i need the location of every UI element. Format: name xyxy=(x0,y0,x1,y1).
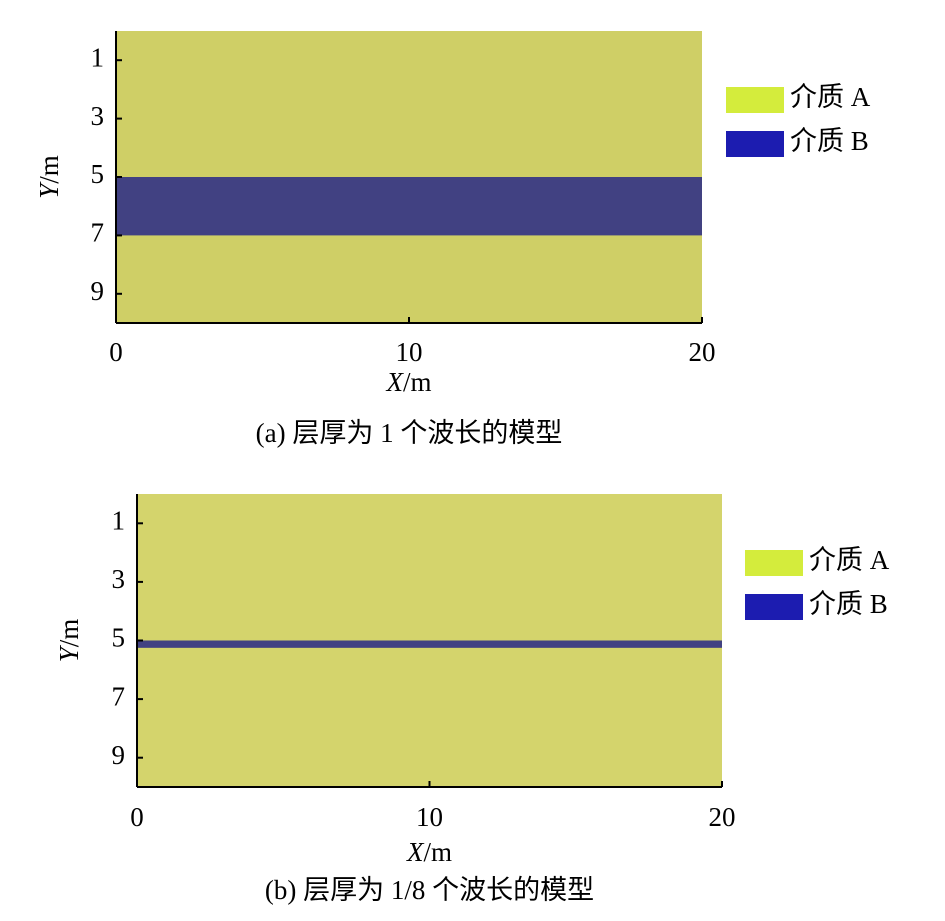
y-tick-label: 5 xyxy=(91,159,105,189)
y-axis-label: Y/m xyxy=(54,619,84,663)
y-tick-label: 3 xyxy=(91,101,105,131)
x-tick-label: 0 xyxy=(130,802,144,832)
y-tick-label: 1 xyxy=(91,42,105,72)
y-tick-label: 7 xyxy=(112,681,126,711)
layer xyxy=(137,640,722,648)
y-tick-label: 5 xyxy=(112,623,126,653)
x-tick-label: 20 xyxy=(689,337,716,367)
y-tick-label: 9 xyxy=(112,740,126,770)
caption: (a) 层厚为 1 个波长的模型 xyxy=(256,418,563,448)
layer xyxy=(116,177,702,236)
legend-label: 介质 A xyxy=(809,545,890,575)
x-tick-label: 20 xyxy=(709,802,736,832)
x-axis-label: X/m xyxy=(406,837,452,867)
y-tick-label: 1 xyxy=(112,506,126,536)
legend-label: 介质 B xyxy=(809,589,888,619)
legend-label: 介质 B xyxy=(790,126,869,156)
legend-swatch xyxy=(745,550,803,576)
legend-swatch xyxy=(726,87,784,113)
legend-swatch xyxy=(726,131,784,157)
x-tick-label: 10 xyxy=(396,337,423,367)
x-tick-label: 0 xyxy=(109,337,123,367)
caption: (b) 层厚为 1/8 个波长的模型 xyxy=(265,875,594,905)
y-tick-label: 3 xyxy=(112,564,126,594)
y-axis-label: Y/m xyxy=(34,155,64,199)
y-tick-label: 9 xyxy=(91,276,105,306)
x-tick-label: 10 xyxy=(416,802,443,832)
legend-swatch xyxy=(745,594,803,620)
y-tick-label: 7 xyxy=(91,218,105,248)
x-axis-label: X/m xyxy=(385,367,431,397)
legend-label: 介质 A xyxy=(790,82,871,112)
